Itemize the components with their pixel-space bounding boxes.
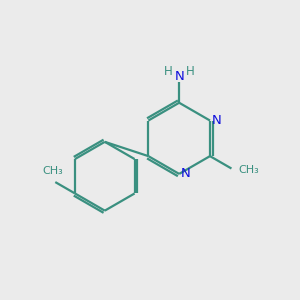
Text: CH₃: CH₃ bbox=[43, 166, 63, 176]
Text: N: N bbox=[181, 167, 190, 180]
Text: N: N bbox=[174, 70, 184, 83]
Text: H: H bbox=[164, 65, 172, 78]
Text: N: N bbox=[212, 114, 221, 127]
Text: H: H bbox=[186, 65, 195, 78]
Text: CH₃: CH₃ bbox=[239, 165, 260, 175]
